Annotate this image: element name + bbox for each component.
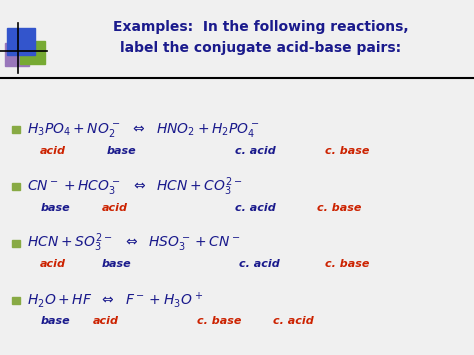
Text: $H_3PO_4 + NO_2^-$  $\Leftrightarrow$  $HNO_2 + H_2PO_4^-$: $H_3PO_4 + NO_2^-$ $\Leftrightarrow$ $HN…: [27, 121, 260, 138]
Text: acid: acid: [102, 203, 128, 213]
Text: acid: acid: [40, 146, 66, 156]
Text: c. base: c. base: [197, 316, 241, 326]
Text: Examples:  In the following reactions,: Examples: In the following reactions,: [113, 20, 409, 34]
Bar: [12, 297, 20, 304]
Text: acid: acid: [40, 260, 66, 269]
Text: base: base: [40, 316, 70, 326]
Text: $CN^- + HCO_3^-$  $\Leftrightarrow$  $HCN + CO_3^{2-}$: $CN^- + HCO_3^-$ $\Leftrightarrow$ $HCN …: [27, 175, 243, 198]
Text: c. acid: c. acid: [273, 316, 313, 326]
Text: $H_2O + HF$  $\Leftrightarrow$  $F^- + H_3O^+$: $H_2O + HF$ $\Leftrightarrow$ $F^- + H_3…: [27, 290, 204, 310]
Text: c. base: c. base: [325, 260, 369, 269]
Text: c. base: c. base: [325, 146, 369, 156]
Bar: [7, 28, 35, 55]
Text: c. acid: c. acid: [235, 203, 275, 213]
Text: c. base: c. base: [317, 203, 361, 213]
Bar: [12, 126, 20, 133]
Text: $HCN + SO_3^{2-}$  $\Leftrightarrow$  $HSO_3^- + CN^-$: $HCN + SO_3^{2-}$ $\Leftrightarrow$ $HSO…: [27, 232, 241, 255]
Bar: [20, 41, 45, 64]
Bar: [12, 240, 20, 247]
Bar: [12, 183, 20, 190]
Text: label the conjugate acid-base pairs:: label the conjugate acid-base pairs:: [120, 41, 401, 55]
Bar: [5, 43, 29, 66]
Text: base: base: [40, 203, 70, 213]
Text: c. acid: c. acid: [235, 146, 275, 156]
Text: acid: acid: [92, 316, 118, 326]
Text: c. acid: c. acid: [239, 260, 280, 269]
Text: base: base: [102, 260, 131, 269]
Text: base: base: [107, 146, 137, 156]
